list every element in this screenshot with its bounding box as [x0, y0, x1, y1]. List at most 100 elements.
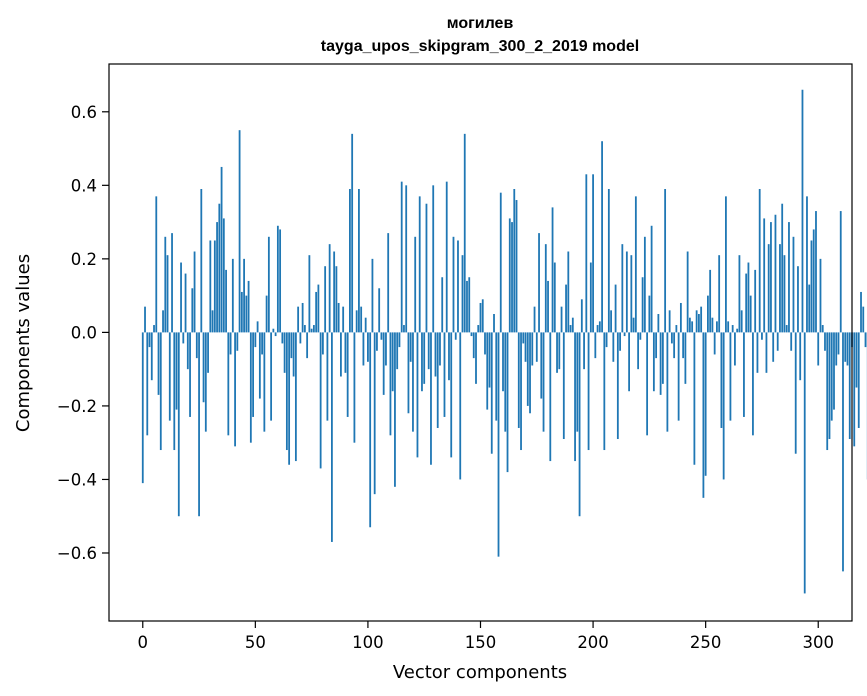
bar	[628, 332, 630, 392]
x-axis-label: Vector components	[393, 662, 567, 683]
bar	[695, 310, 698, 333]
bar	[794, 332, 797, 454]
bar	[857, 332, 860, 428]
bar	[173, 332, 176, 451]
bar	[265, 295, 268, 333]
bar	[227, 332, 230, 436]
bar	[830, 332, 833, 421]
bar	[229, 332, 232, 355]
bar	[495, 332, 498, 421]
bar	[625, 251, 628, 333]
bar	[774, 214, 777, 333]
bar	[616, 332, 619, 440]
x-tick-label: 300	[802, 633, 834, 652]
bar	[378, 288, 381, 333]
bar	[391, 332, 394, 392]
bar	[783, 255, 786, 333]
y-tick-label: 0.0	[71, 323, 97, 342]
bar	[486, 332, 489, 410]
bar	[317, 284, 320, 333]
bar	[353, 332, 356, 443]
bar	[333, 251, 336, 333]
bar	[526, 332, 529, 406]
bar	[506, 332, 509, 473]
bar	[549, 332, 552, 462]
bar	[376, 332, 378, 351]
bar	[218, 203, 221, 333]
bar	[144, 306, 146, 333]
bar	[531, 332, 534, 366]
bar	[754, 269, 757, 333]
bar	[619, 332, 621, 351]
bar	[319, 332, 322, 469]
y-tick-label: 0.2	[71, 250, 97, 269]
bar	[373, 332, 376, 495]
bar	[792, 236, 795, 333]
bar	[285, 332, 288, 451]
bar	[655, 332, 658, 359]
bar	[479, 302, 482, 333]
bar	[238, 130, 241, 333]
bar	[720, 332, 723, 428]
bar	[844, 332, 847, 362]
bar	[243, 258, 245, 333]
bar	[522, 332, 525, 344]
bar	[213, 240, 216, 333]
bar	[502, 332, 504, 392]
bar	[222, 218, 225, 333]
bar	[162, 310, 164, 333]
bar	[661, 332, 664, 384]
bar	[432, 185, 435, 333]
chart-title-line2: tayga_upos_skipgram_300_2_2019 model	[321, 38, 639, 55]
bar	[159, 332, 162, 451]
bar	[675, 325, 678, 333]
bar	[596, 325, 599, 333]
bar	[727, 321, 730, 333]
bar	[567, 251, 570, 333]
bar	[621, 244, 624, 333]
bar	[450, 332, 453, 458]
bar	[141, 332, 144, 484]
bar	[601, 141, 603, 333]
bar	[743, 332, 745, 417]
bar	[756, 332, 759, 373]
bar	[382, 332, 385, 395]
bar	[664, 189, 667, 333]
bar	[258, 332, 261, 399]
bar	[745, 273, 748, 333]
bar	[448, 332, 450, 381]
bar	[776, 332, 779, 351]
bar	[842, 332, 844, 572]
y-tick-label: −0.4	[57, 470, 97, 489]
bar	[855, 332, 858, 388]
bar	[371, 258, 374, 333]
bar	[648, 295, 651, 333]
bar	[729, 332, 732, 421]
bar	[650, 225, 653, 333]
bar	[493, 314, 495, 333]
bar	[308, 255, 311, 333]
bar	[312, 325, 315, 333]
bar	[752, 332, 754, 436]
bar	[335, 266, 338, 333]
bar	[589, 262, 592, 333]
bar	[698, 314, 700, 333]
bar	[267, 236, 270, 333]
bar	[605, 332, 608, 348]
bar	[571, 317, 574, 333]
bar	[380, 332, 383, 340]
bar	[310, 328, 313, 333]
bar	[409, 332, 412, 362]
bar	[387, 233, 390, 333]
bar	[684, 332, 687, 384]
bar	[547, 280, 549, 333]
bar	[421, 332, 423, 392]
bar	[412, 332, 414, 432]
bar	[209, 240, 212, 333]
bar	[175, 332, 178, 410]
bar	[524, 332, 527, 362]
bar	[191, 288, 194, 333]
bar	[303, 325, 306, 333]
bar	[403, 325, 405, 333]
